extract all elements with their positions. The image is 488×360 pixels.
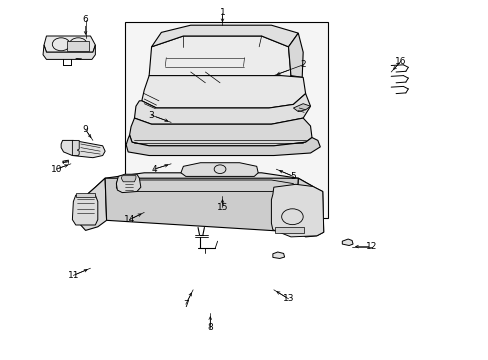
Text: 4: 4 (151, 165, 157, 174)
Polygon shape (72, 195, 98, 225)
Polygon shape (105, 178, 298, 232)
Text: 9: 9 (82, 125, 88, 134)
Text: 6: 6 (82, 15, 88, 24)
Polygon shape (181, 163, 258, 176)
Text: 8: 8 (207, 323, 213, 332)
Bar (274, 227, 304, 233)
Polygon shape (81, 178, 106, 230)
Text: 3: 3 (148, 111, 154, 120)
Text: 12: 12 (365, 242, 377, 251)
Polygon shape (126, 135, 320, 156)
Polygon shape (44, 36, 95, 52)
Polygon shape (43, 45, 95, 59)
Polygon shape (142, 76, 305, 108)
Polygon shape (342, 239, 352, 246)
Bar (76, 193, 95, 197)
Polygon shape (271, 184, 323, 237)
Polygon shape (61, 140, 105, 158)
Text: 2: 2 (300, 60, 305, 69)
Polygon shape (272, 252, 284, 258)
Polygon shape (297, 178, 323, 237)
Polygon shape (129, 118, 311, 146)
Bar (124, 22, 327, 218)
Polygon shape (121, 176, 136, 182)
Text: 5: 5 (290, 172, 296, 181)
Polygon shape (151, 25, 298, 47)
Text: 13: 13 (282, 294, 294, 303)
Text: 11: 11 (67, 271, 79, 280)
Bar (67, 41, 89, 51)
Polygon shape (288, 33, 303, 77)
Polygon shape (88, 173, 312, 199)
Polygon shape (134, 94, 310, 124)
Text: 10: 10 (50, 165, 62, 174)
Text: 15: 15 (216, 202, 228, 211)
Polygon shape (116, 176, 293, 192)
Polygon shape (116, 174, 141, 193)
Polygon shape (293, 104, 310, 112)
Text: 7: 7 (183, 300, 188, 309)
Polygon shape (149, 36, 290, 90)
Polygon shape (72, 140, 79, 156)
Text: 14: 14 (123, 215, 135, 224)
Text: 16: 16 (394, 57, 406, 66)
Text: 1: 1 (219, 8, 225, 17)
